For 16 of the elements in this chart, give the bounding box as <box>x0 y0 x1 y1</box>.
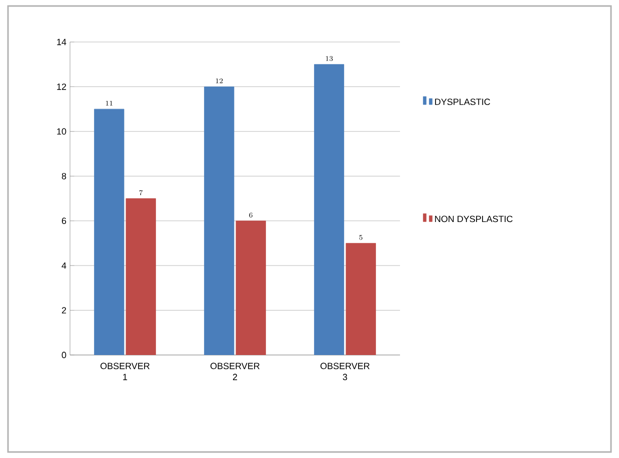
y-tick-label: 0 <box>62 352 66 358</box>
y-tick-label: 10 <box>57 128 66 135</box>
bar <box>236 220 266 355</box>
y-tick-label: 12 <box>57 84 66 90</box>
y-tick-label: 6 <box>62 218 66 224</box>
legend-label: DYSPLASTIC <box>435 98 490 106</box>
y-tick-label: 14 <box>57 38 66 46</box>
x-tick-label: OBSERVER 1 <box>100 362 150 380</box>
x-tick-label: OBSERVER 3 <box>320 362 370 380</box>
bar <box>346 243 376 355</box>
y-tick-label: 4 <box>62 262 66 269</box>
bar <box>126 198 156 355</box>
x-tick-label: OBSERVER 2 <box>210 362 260 380</box>
legend-label: NON DYSPLASTIC <box>435 216 513 222</box>
y-tick-label: 2 <box>62 307 66 314</box>
y-tick-label: 8 <box>62 172 66 180</box>
